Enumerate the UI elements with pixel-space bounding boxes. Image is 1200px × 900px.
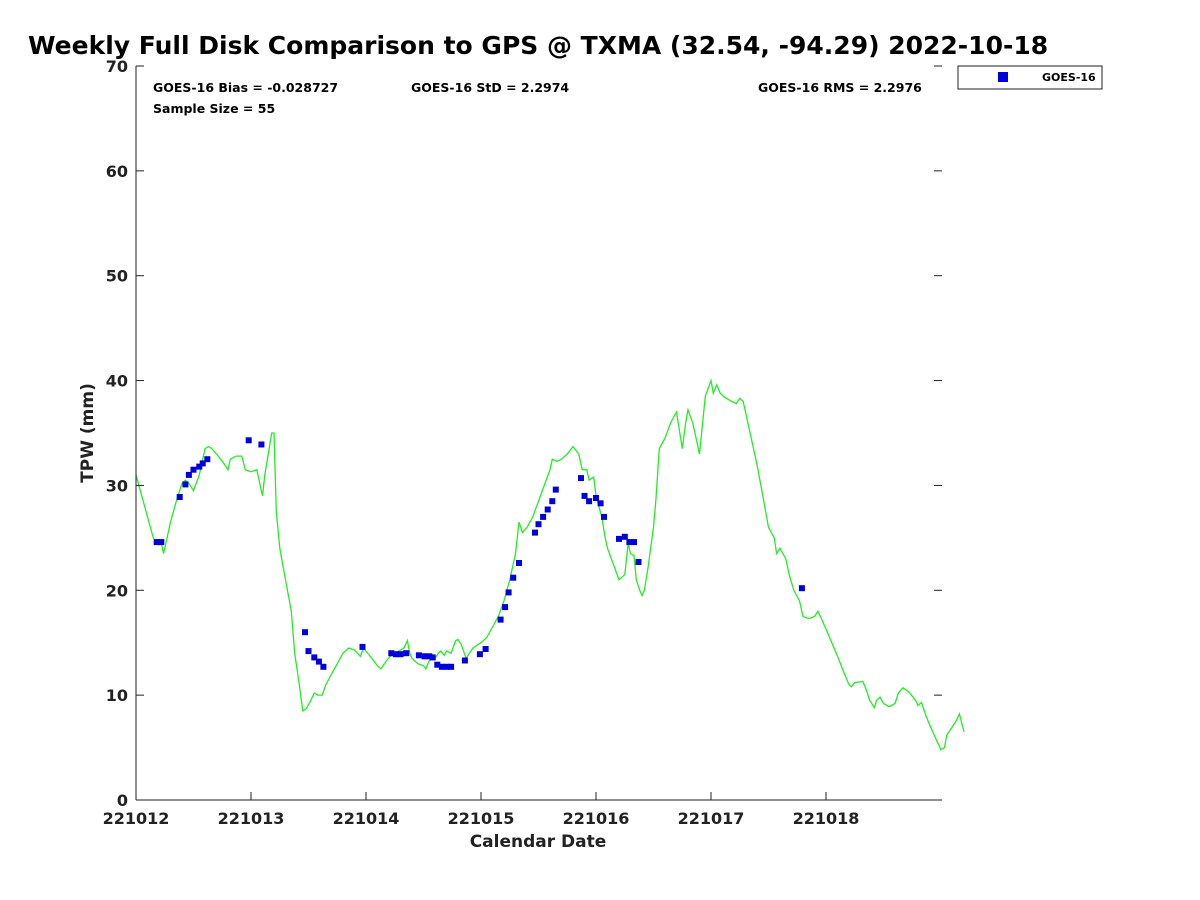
- y-ticks: 0 10 20 30 40 50 60 70: [106, 57, 942, 810]
- y-tick-label: 60: [106, 162, 128, 181]
- goes-point-44: [581, 492, 588, 499]
- goes-point-35: [510, 574, 517, 581]
- x-tick-label: 221012: [103, 809, 170, 828]
- goes-point-49: [616, 535, 622, 542]
- goes-point-15: [320, 663, 327, 670]
- goes-point-19: [397, 651, 404, 658]
- x-tick-label: 221015: [448, 809, 515, 828]
- x-axis-label: Calendar Date: [470, 832, 607, 852]
- goes-point-54: [798, 585, 805, 592]
- goes-point-48: [601, 513, 607, 520]
- goes-point-12: [305, 648, 312, 655]
- goes-point-18: [392, 651, 399, 658]
- goes-point-53: [635, 559, 642, 565]
- goes-point-22: [421, 653, 428, 660]
- goes-point-2: [176, 494, 183, 500]
- legend-box: [957, 65, 1103, 90]
- legend-marker: [998, 72, 1008, 82]
- plot-area: [136, 66, 942, 800]
- goes-point-27: [443, 663, 450, 670]
- goes-point-5: [190, 466, 197, 473]
- goes-point-21: [415, 652, 422, 659]
- goes-point-26: [438, 663, 445, 670]
- goes-point-30: [476, 651, 483, 658]
- goes-point-37: [532, 529, 538, 536]
- goes-point-42: [552, 486, 559, 493]
- rms-stat: GOES-16 RMS = 2.2976: [758, 80, 922, 95]
- goes-point-13: [311, 654, 318, 661]
- goes-point-39: [540, 513, 547, 520]
- y-tick-label: 30: [106, 476, 128, 495]
- goes-point-14: [315, 658, 322, 665]
- y-tick-label: 10: [106, 686, 128, 705]
- goes-point-25: [434, 661, 441, 668]
- bias-stat: GOES-16 Bias = -0.028727: [153, 80, 338, 95]
- y-tick-label: 0: [117, 791, 128, 810]
- goes-point-23: [426, 653, 433, 660]
- x-tick-label: 221018: [793, 809, 860, 828]
- x-ticks: 221012 221013 221014 221015 221016 221017 2210…: [103, 792, 860, 828]
- goes-point-52: [631, 539, 637, 546]
- goes-point-33: [502, 604, 509, 611]
- goes-point-8: [204, 456, 211, 463]
- x-tick-label: 221017: [678, 809, 745, 828]
- gps-tpw-line: [135, 378, 965, 751]
- sample-size-stat: Sample Size = 55: [153, 101, 275, 116]
- goes-point-4: [185, 471, 192, 478]
- goes-point-38: [535, 521, 542, 528]
- x-tick-label: 221013: [218, 809, 285, 828]
- goes-point-3: [182, 481, 189, 488]
- goes-point-20: [403, 650, 410, 657]
- goes-point-40: [544, 506, 551, 513]
- goes-point-28: [448, 663, 455, 670]
- goes-point-45: [586, 498, 593, 505]
- y-tick-label: 40: [106, 372, 128, 391]
- goes-point-41: [549, 498, 556, 505]
- goes-point-46: [593, 495, 599, 501]
- goes-point-29: [461, 657, 468, 664]
- goes-point-43: [578, 475, 584, 482]
- goes-point-17: [388, 650, 395, 657]
- goes-point-0: [153, 539, 160, 546]
- y-tick-label: 50: [106, 267, 128, 286]
- goes-point-47: [597, 500, 604, 507]
- goes-series: [153, 437, 805, 670]
- goes-point-34: [505, 589, 512, 596]
- goes-point-16: [359, 643, 366, 650]
- goes-point-11: [302, 629, 308, 636]
- goes-point-32: [497, 616, 504, 623]
- goes-point-9: [245, 437, 252, 444]
- goes-point-31: [482, 646, 489, 652]
- chart-title: Weekly Full Disk Comparison to GPS @ TXM…: [28, 31, 1048, 60]
- goes-point-7: [199, 460, 206, 467]
- gps-series: [135, 378, 965, 751]
- goes-point-10: [258, 441, 265, 448]
- legend-label: GOES-16: [1042, 71, 1096, 84]
- goes-point-6: [196, 463, 203, 470]
- y-tick-label: 70: [106, 57, 128, 76]
- x-tick-label: 221016: [563, 809, 630, 828]
- goes-point-1: [158, 539, 165, 546]
- x-tick-label: 221014: [333, 809, 400, 828]
- goes-point-50: [621, 533, 628, 540]
- y-axis-label: TPW (mm): [78, 383, 98, 483]
- goes-point-51: [626, 539, 633, 546]
- legend: GOES-16: [957, 65, 1103, 90]
- goes-point-24: [429, 654, 436, 661]
- std-stat: GOES-16 StD = 2.2974: [411, 80, 569, 95]
- goes-point-36: [516, 560, 522, 566]
- y-tick-label: 20: [106, 581, 128, 600]
